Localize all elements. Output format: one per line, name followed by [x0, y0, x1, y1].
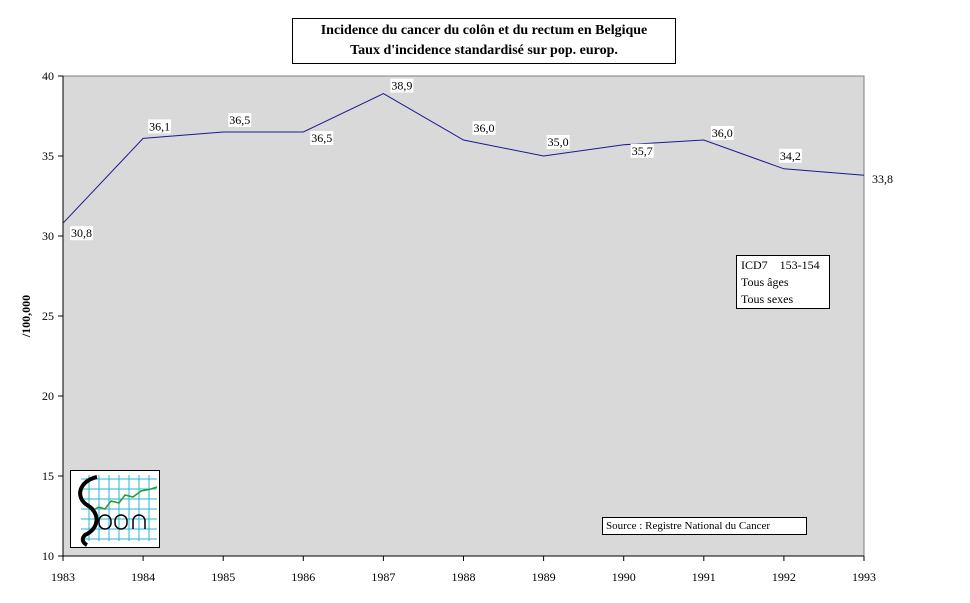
x-tick-label: 1988: [452, 570, 476, 584]
x-tick-label: 1989: [532, 570, 556, 584]
data-label-background: [148, 119, 172, 134]
x-tick-label: 1987: [371, 570, 395, 584]
x-tick-label: 1990: [612, 570, 636, 584]
data-label-background: [871, 172, 894, 187]
y-tick-label: 40: [42, 69, 54, 83]
x-tick-label: 1983: [51, 570, 75, 584]
data-label: 36,5: [229, 113, 250, 127]
info-line-sexes: Tous sexes: [741, 292, 794, 306]
data-label-background: [546, 135, 570, 149]
chart-title: Incidence du cancer du colôn et du rectu…: [320, 23, 648, 38]
registry-logo-icon: [70, 470, 160, 548]
info-line-icd: ICD7 153-154: [741, 258, 820, 272]
y-axis-label: /100,000: [19, 295, 33, 338]
y-tick-label: 20: [42, 389, 54, 403]
data-label: 34,2: [780, 149, 801, 163]
x-tick-label: 1991: [692, 570, 716, 584]
data-label: 38,9: [391, 79, 412, 93]
chart-title-box: Incidence du cancer du colôn et du rectu…: [292, 18, 676, 64]
x-tick-label: 1993: [852, 570, 876, 584]
data-label-background: [710, 126, 734, 140]
x-tick-label: 1992: [772, 570, 796, 584]
x-tick-label: 1986: [291, 570, 315, 584]
y-tick-label: 10: [42, 549, 54, 563]
data-label-background: [472, 121, 496, 135]
series-line: [62, 93, 865, 224]
y-tick-label: 30: [42, 229, 54, 243]
plot-area: [62, 75, 865, 557]
y-tick-label: 25: [42, 309, 54, 323]
data-label-background: [630, 143, 654, 158]
data-label: 33,8: [872, 172, 893, 186]
info-box: ICD7 153-154 Tous âges Tous sexes: [736, 255, 830, 309]
x-tick-label: 1984: [131, 570, 155, 584]
data-label-background: [778, 148, 802, 163]
y-tick-label: 35: [42, 149, 54, 163]
data-label: 36,0: [474, 121, 495, 135]
data-label: 35,0: [548, 135, 569, 149]
data-label-background: [228, 113, 252, 127]
x-tick-label: 1985: [211, 570, 235, 584]
data-label: 35,7: [632, 144, 653, 158]
y-tick-label: 15: [42, 469, 54, 483]
data-label-background: [70, 226, 93, 241]
chart-subtitle: Taux d'incidence standardisé sur pop. eu…: [350, 43, 618, 58]
info-line-ages: Tous âges: [741, 275, 789, 289]
data-label-background: [310, 131, 334, 145]
data-label: 36,1: [149, 119, 170, 133]
data-label: 36,5: [311, 131, 332, 145]
source-note: Source : Registre National du Cancer: [602, 517, 807, 535]
data-label: 30,8: [71, 226, 92, 240]
data-label: 36,0: [712, 126, 733, 140]
data-label-background: [390, 78, 414, 93]
